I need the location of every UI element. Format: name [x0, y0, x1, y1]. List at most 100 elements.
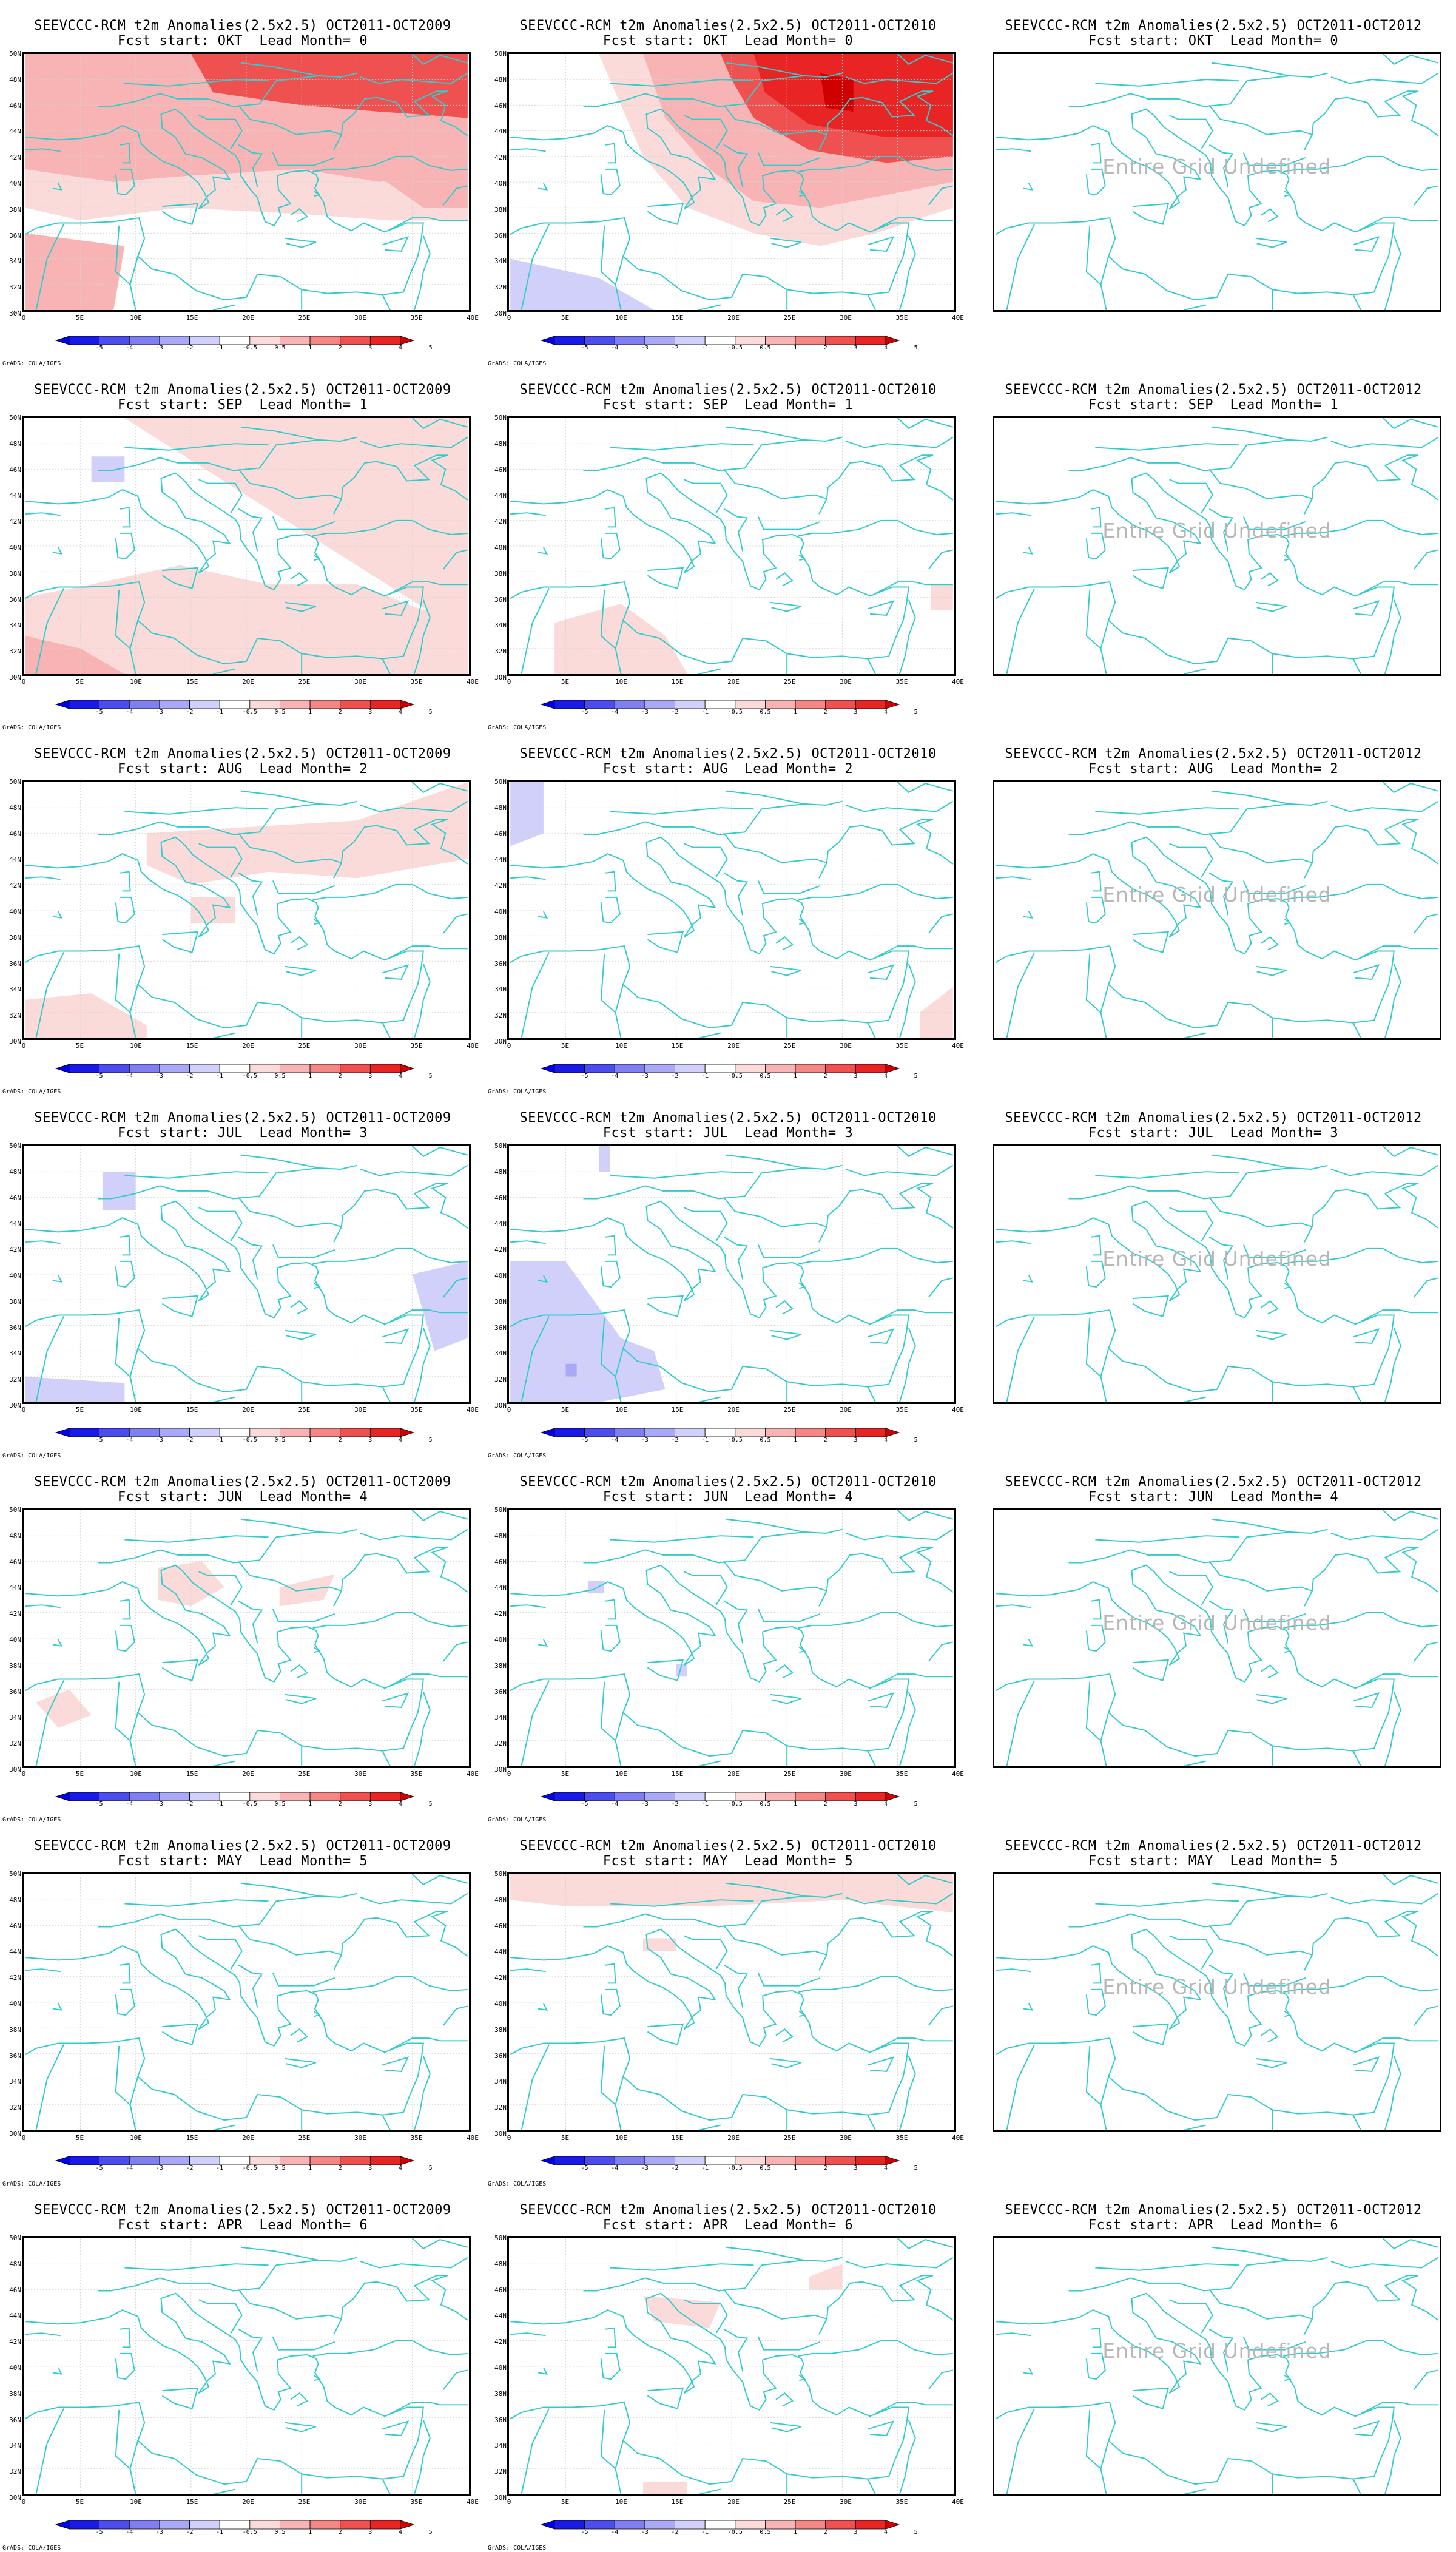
colorbar-label: 5: [428, 345, 433, 351]
colorbar-high-arrow: [400, 2520, 415, 2530]
coastline: [521, 2044, 550, 2130]
coastline: [124, 1171, 269, 1179]
colorbar-swatch: [704, 2156, 736, 2165]
coastline: [600, 1624, 621, 1652]
colorbar-swatch: [129, 1428, 160, 1437]
coastline: [1352, 2479, 1362, 2494]
coastline: [52, 1275, 63, 1283]
coastline: [240, 2246, 357, 2262]
lat-tick-label: 36N: [9, 959, 21, 968]
colorbar-label: 4: [883, 1801, 888, 1808]
coastline: [867, 1022, 877, 1038]
coastline: [1208, 1197, 1313, 1227]
colorbar-swatch: [584, 1064, 615, 1073]
colorbar-swatch: [554, 1064, 585, 1073]
coastline: [770, 1329, 802, 1340]
panel-title: SEEVCCC-RCM t2m Anomalies(2.5x2.5) OCT20…: [519, 1838, 937, 1854]
colorbar-swatch: [369, 1792, 401, 1801]
undefined-grid-message: Entire Grid Undefined: [1102, 2339, 1332, 2363]
colorbar-label: 1: [794, 2165, 798, 2172]
coastline: [1208, 2328, 1234, 2372]
coastline: [1208, 1561, 1313, 1592]
lat-tick-label: 48N: [9, 75, 21, 84]
lat-tick-label: 34N: [494, 2078, 507, 2086]
colorbar-swatch: [219, 1428, 251, 1437]
coastline: [213, 1760, 235, 1766]
colorbar-high-arrow: [885, 1792, 900, 1801]
colorbar-label: 5: [428, 709, 433, 715]
lon-tick-label: 25E: [783, 1406, 796, 1414]
anomaly-patch: [25, 233, 125, 310]
coastline: [1208, 1964, 1234, 2008]
lat-tick-label: 30N: [9, 309, 21, 317]
colorbar-label: 5: [914, 1437, 918, 1443]
colorbar-label: -0.5: [727, 709, 743, 715]
colorbar-label: 1: [308, 2529, 312, 2536]
lat-tick-label: 44N: [494, 491, 507, 500]
coastline: [313, 190, 321, 197]
coastline: [1006, 2044, 1035, 2130]
lat-tick-label: 38N: [9, 1297, 21, 1306]
coastline: [1132, 931, 1170, 953]
lon-tick-label: 5E: [561, 678, 570, 686]
colorbar-swatch: [704, 2520, 736, 2530]
panel-subtitle: Fcst start: JUN Lead Month= 4: [602, 1490, 854, 1505]
lat-tick-label: 34N: [9, 1713, 21, 1722]
coastline: [510, 108, 909, 301]
colorbar-label: 0.5: [760, 1801, 771, 1808]
colorbar-label: 4: [883, 1437, 888, 1443]
coastline: [1100, 2076, 1110, 2130]
lat-tick-label: 32N: [9, 1011, 21, 1020]
coastline: [24, 2292, 424, 2485]
coastline: [875, 2402, 953, 2414]
coastline: [662, 1895, 805, 1928]
coastline: [1360, 217, 1438, 230]
coastline: [177, 2259, 320, 2292]
colorbar-label: -5: [95, 2529, 103, 2536]
coastline: [1132, 2387, 1170, 2409]
coastline: [1147, 439, 1290, 471]
lon-tick-label: 25E: [783, 2498, 796, 2506]
grads-credit: GrADS: COLA/IGES: [488, 1453, 547, 1459]
coastline: [1330, 1892, 1439, 1905]
map-frame: 50N 48N 46N 44N 42N 40N 38N 36N 34N 32N 30N 0 5E 10E 1…: [494, 778, 964, 1050]
lat-tick-label: 38N: [9, 205, 21, 214]
coastline: [605, 1235, 616, 1256]
colorbar-label: -0.5: [727, 1437, 743, 1443]
coastline: [684, 479, 728, 513]
colorbar-label: 4: [398, 2529, 403, 2536]
coastline: [605, 507, 616, 528]
colorbar-label: 0.5: [274, 1073, 286, 1079]
lat-tick-label: 34N: [494, 1349, 507, 1358]
colorbar-swatch: [309, 1792, 341, 1801]
lon-tick-label: 15E: [671, 678, 684, 686]
coastline: [1330, 436, 1439, 448]
lat-tick-label: 32N: [9, 283, 21, 292]
lat-tick-label: 42N: [494, 154, 507, 162]
colorbar-swatch: [554, 2520, 585, 2530]
colorbar-swatch: [309, 2156, 341, 2165]
lon-tick-label: 35E: [410, 2498, 423, 2506]
coastline: [382, 1022, 391, 1038]
coastline: [442, 2369, 468, 2390]
panel-subtitle: Fcst start: OKT Lead Month= 0: [117, 33, 368, 49]
coastline: [98, 1913, 178, 1928]
colorbar-swatch: [675, 1064, 706, 1073]
lat-tick-label: 32N: [9, 2104, 21, 2112]
colorbar-swatches: [540, 2520, 900, 2530]
coastline: [382, 600, 410, 616]
coastline: [1208, 832, 1313, 863]
coastline: [698, 1760, 721, 1766]
colorbar-label: 2: [338, 709, 342, 715]
coastline: [757, 516, 821, 530]
colorbar-label: -3: [155, 1437, 163, 1443]
colorbar-label: -2: [671, 345, 679, 351]
lon-tick-label: 25E: [783, 678, 796, 686]
map-panel: SEEVCCC-RCM t2m Anomalies(2.5x2.5) OCT20…: [485, 364, 971, 731]
coastline: [1382, 54, 1439, 66]
lat-tick-label: 46N: [9, 829, 21, 838]
coastline: [868, 2420, 895, 2437]
colorbar-label: 0.5: [760, 1073, 771, 1079]
lon-tick-label: 20E: [242, 2498, 254, 2506]
lon-tick-label: 25E: [783, 2134, 796, 2142]
